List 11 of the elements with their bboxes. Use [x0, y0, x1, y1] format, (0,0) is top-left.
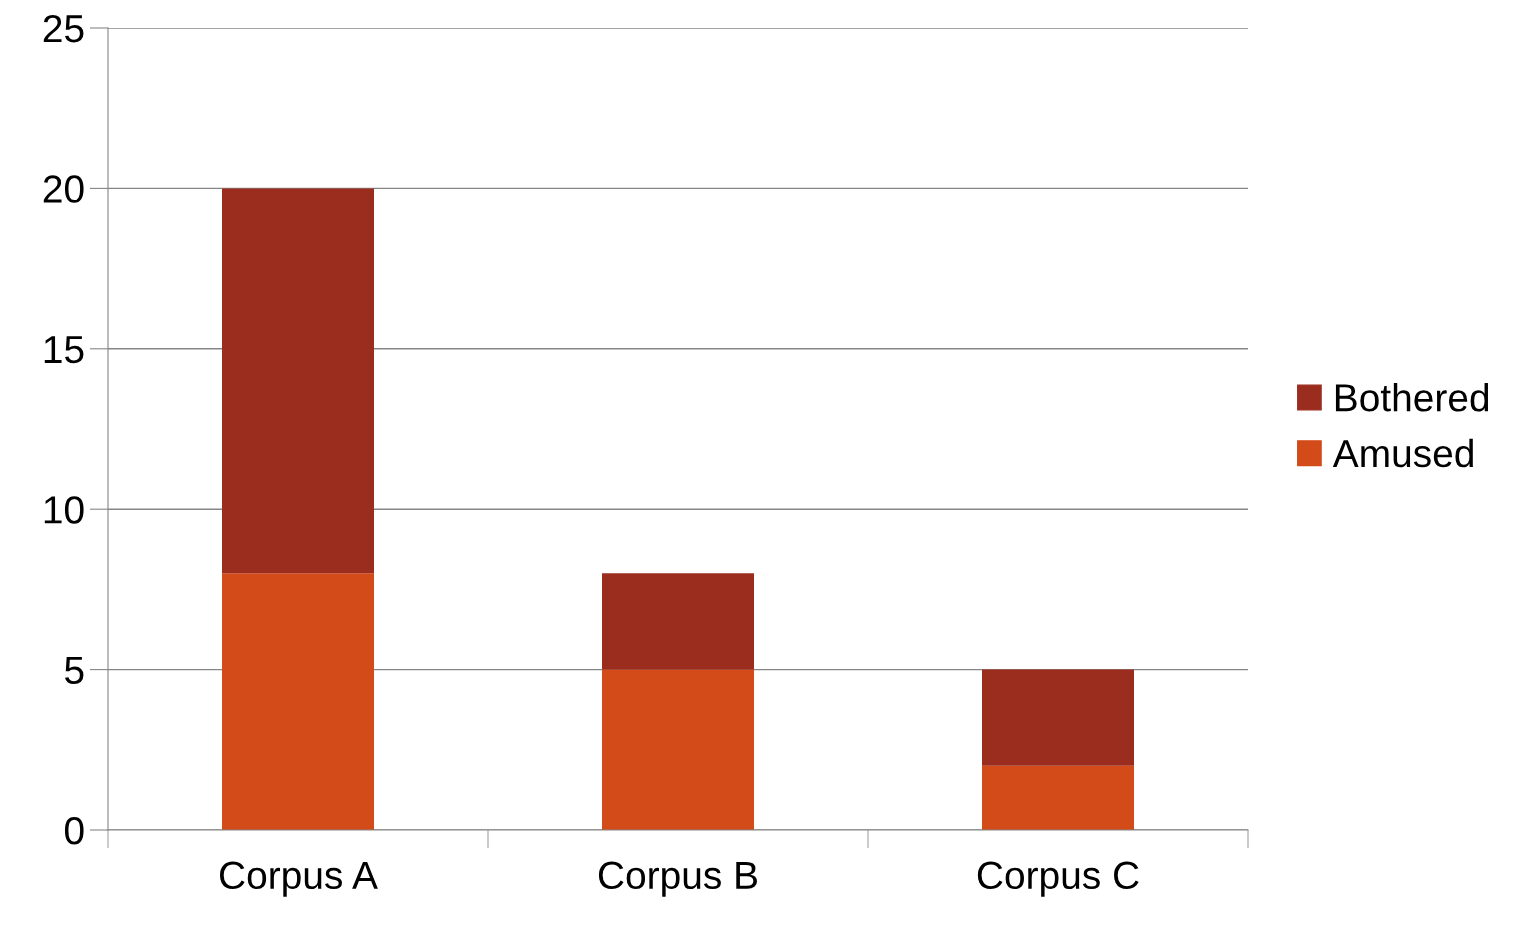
y-tick-label: 10: [44, 496, 84, 524]
y-tick-label: 20: [43, 175, 84, 203]
x-tick-label: Corpus B: [598, 861, 757, 897]
y-tick-label: 0: [64, 816, 84, 845]
legend-label: Bothered: [1335, 383, 1489, 412]
x-tick-label: Corpus A: [219, 861, 378, 897]
y-tick-label: 25: [43, 14, 84, 43]
legend-label: Amused: [1332, 438, 1473, 468]
y-tick-label: 5: [65, 656, 84, 685]
x-tick-label: Corpus C: [977, 861, 1139, 897]
y-tick-label: 15: [44, 336, 84, 364]
